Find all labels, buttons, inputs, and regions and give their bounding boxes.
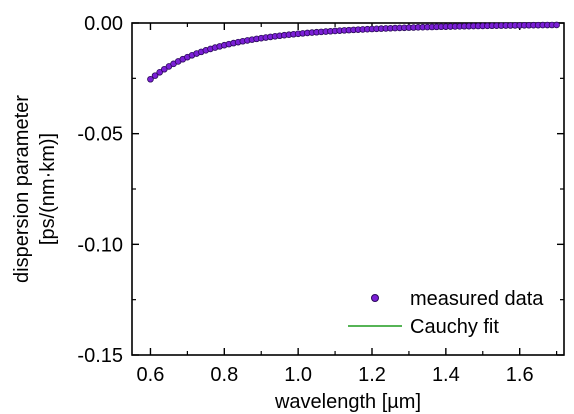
data-point (156, 68, 163, 76)
x-tick-label: 1.6 (506, 364, 534, 386)
x-axis-title: wavelength [µm] (274, 391, 421, 413)
legend-label-fit: Cauchy fit (410, 316, 499, 338)
x-tick-label: 0.8 (210, 364, 238, 386)
points-layer (147, 21, 560, 83)
y-tick-label: -0.10 (77, 234, 123, 256)
data-point (151, 72, 159, 79)
x-tick-label: 1.0 (284, 364, 312, 386)
y-axis-title-line2: [ps/(nm·km)] (37, 133, 59, 245)
x-axis-ticks: 0.6 0.8 1.0 1.2 1.4 1.6 (137, 23, 558, 386)
y-tick-label: 0.00 (84, 13, 123, 35)
y-axis-title-line1: dispersion parameter (11, 95, 33, 283)
x-tick-label: 0.6 (137, 364, 165, 386)
y-tick-label: -0.05 (77, 124, 123, 146)
legend: measured data Cauchy fit (348, 288, 544, 338)
y-tick-label: -0.15 (77, 345, 123, 367)
legend-label-measured: measured data (410, 288, 544, 310)
x-tick-label: 1.4 (432, 364, 460, 386)
data-point (147, 75, 154, 83)
x-tick-label: 1.2 (358, 364, 386, 386)
legend-marker-measured (371, 294, 379, 302)
y-axis-ticks: 0.00 -0.05 -0.10 -0.15 (77, 13, 564, 367)
data-point (553, 21, 560, 29)
